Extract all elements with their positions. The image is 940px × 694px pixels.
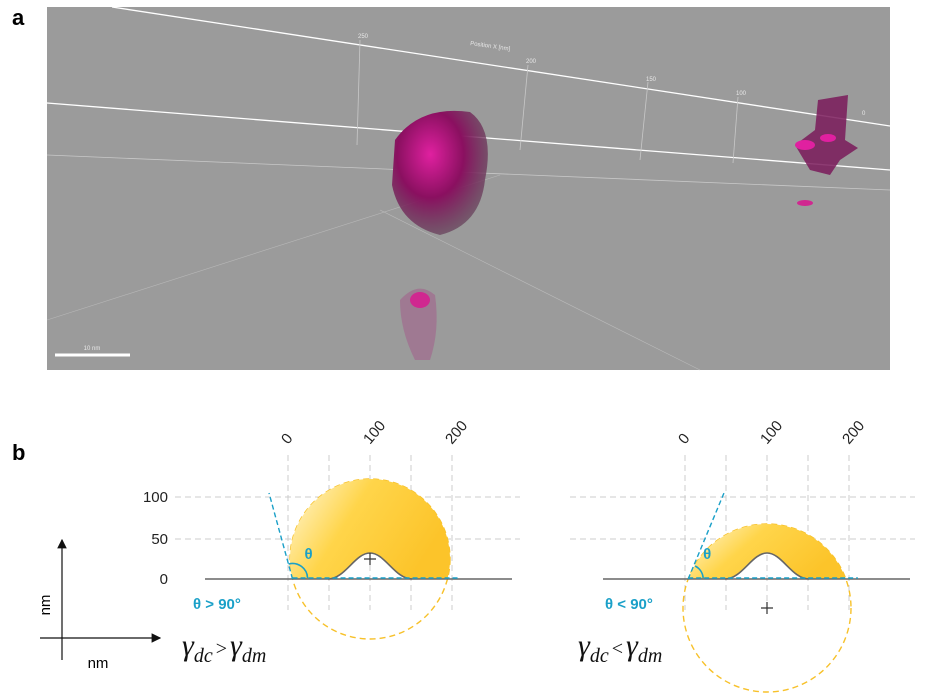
y-tick-label: 100 (143, 489, 168, 506)
axis-tick: 200 (526, 59, 537, 65)
panel-label: b (12, 440, 25, 465)
x-tick-label: 200 (839, 417, 868, 447)
figure: a Position X [nm] 2502001501000 10 nm b … (0, 0, 940, 694)
axis-tick: 150 (646, 77, 657, 83)
cross (364, 553, 376, 565)
x-tick-label: 0 (675, 430, 693, 447)
tangent (269, 493, 293, 579)
relation-part: < (612, 638, 623, 660)
axis-label: nm (37, 595, 54, 616)
x-tick-label: 0 (278, 430, 296, 447)
x-tick-label: 100 (757, 417, 786, 447)
relation: γdc>γdm (182, 629, 266, 667)
x-tick-label: 200 (442, 417, 471, 447)
relation-part: > (216, 638, 227, 660)
angle-note: θ > 90° (193, 596, 241, 613)
y-tick-label: 50 (151, 531, 168, 548)
angle-symbol: θ (703, 546, 711, 563)
relation-part: dc (194, 645, 213, 667)
x-tick-label: 100 (360, 417, 389, 447)
wetting-diagrams: 0 100 200 θ θ > 90° γdc>γdm 0 100 200 θ θ < 90° γdc… (143, 417, 915, 692)
angle-symbol: θ (305, 546, 313, 563)
angle-note: θ < 90° (605, 596, 653, 613)
relation: γdc<γdm (578, 629, 662, 667)
axes-icon (40, 540, 160, 660)
panel-label: a (12, 5, 25, 30)
relation-part: dc (590, 645, 609, 667)
axis-tick: 250 (358, 34, 369, 40)
relation-part: dm (242, 645, 266, 667)
axis-label: nm (88, 655, 109, 672)
render-3d (47, 7, 890, 370)
cross (761, 602, 773, 614)
relation-part: dm (638, 645, 662, 667)
y-tick-label: 0 (160, 571, 168, 588)
axis-tick: 100 (736, 91, 747, 97)
scale-bar-label: 10 nm (84, 346, 101, 352)
